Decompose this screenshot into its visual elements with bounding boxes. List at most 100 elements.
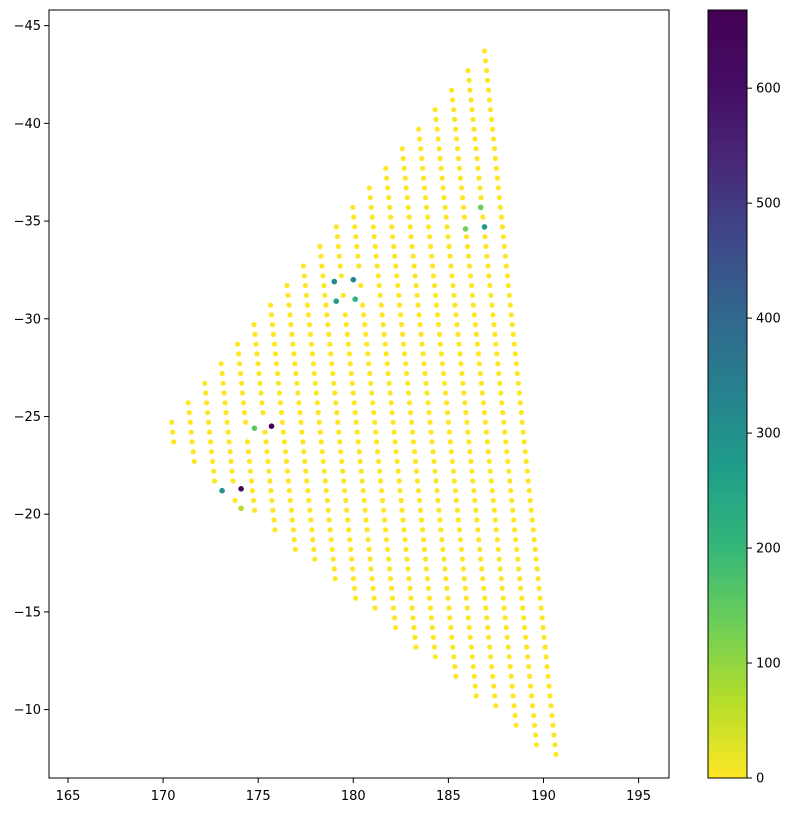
- scatter-point: [466, 624, 472, 631]
- scatter-point: [507, 478, 513, 484]
- scatter-point: [467, 273, 474, 279]
- scatter-point: [512, 712, 518, 719]
- scatter-point: [377, 292, 383, 298]
- scatter-point: [230, 478, 236, 484]
- scatter-point: [368, 204, 374, 210]
- scatter-point: [541, 634, 547, 640]
- scatter-point: [539, 615, 545, 621]
- scatter-point: [510, 507, 516, 513]
- scatter-point: [491, 507, 497, 513]
- scatter-point: [513, 722, 519, 728]
- scatter-point: [406, 576, 412, 582]
- scatter-point: [498, 214, 504, 220]
- scatter-point: [530, 703, 536, 709]
- y-tick-label: −35: [14, 215, 41, 230]
- scatter-point: [367, 370, 373, 377]
- scatter-point: [430, 634, 436, 640]
- scatter-point: [421, 361, 427, 367]
- y-tick-label: −20: [14, 508, 41, 523]
- scatter-point: [464, 605, 470, 611]
- scatter-point: [415, 302, 421, 308]
- scatter-point: [337, 439, 343, 445]
- scatter-point: [448, 449, 454, 455]
- scatter-point: [479, 390, 485, 396]
- scatter-point: [353, 234, 359, 240]
- scatter-point: [285, 478, 291, 484]
- scatter-point: [475, 165, 481, 171]
- scatter-point: [274, 370, 281, 377]
- scatter-point: [317, 243, 323, 250]
- scatter-point: [489, 488, 495, 494]
- scatter-point: [532, 546, 538, 553]
- scatter-point: [382, 517, 388, 523]
- scatter-point: [512, 527, 518, 533]
- scatter-point: [384, 361, 390, 367]
- scatter-point: [497, 380, 503, 386]
- scatter-point: [255, 361, 261, 367]
- scatter-point: [534, 566, 540, 572]
- scatter-point: [379, 312, 385, 318]
- scatter-point: [399, 322, 405, 328]
- scatter-point: [492, 331, 498, 337]
- scatter-point: [303, 468, 309, 474]
- scatter-point: [394, 458, 400, 464]
- scatter-point: [476, 361, 482, 367]
- scatter-point: [549, 712, 555, 719]
- scatter-point: [371, 410, 377, 416]
- scatter-point: [481, 585, 487, 592]
- scatter-point: [395, 468, 401, 474]
- scatter-point: [434, 126, 440, 132]
- scatter-point: [411, 624, 417, 631]
- colorbar-tick-label: 200: [756, 542, 781, 557]
- scatter-point: [367, 556, 373, 562]
- scatter-point: [413, 468, 420, 474]
- scatter-point: [451, 654, 457, 660]
- plot-background: [49, 10, 669, 778]
- scatter-point: [388, 585, 395, 592]
- scatter-point: [248, 478, 255, 484]
- scatter-point: [428, 429, 434, 435]
- scatter-point: [531, 712, 537, 719]
- scatter-point: [411, 263, 417, 269]
- scatter-point: [491, 146, 497, 152]
- scatter-point: [300, 263, 306, 269]
- scatter-point: [470, 664, 476, 670]
- scatter-point: [472, 497, 478, 504]
- scatter-point: [263, 439, 269, 445]
- scatter-point: [510, 693, 516, 699]
- scatter-point: [493, 527, 499, 533]
- scatter-point: [385, 370, 391, 377]
- scatter-point: [521, 615, 527, 621]
- scatter-point: [483, 68, 490, 74]
- scatter-point: [476, 537, 482, 543]
- scatter-point: [349, 556, 355, 562]
- x-tick-label: 175: [246, 789, 271, 804]
- scatter-point: [419, 341, 425, 347]
- scatter-point: [448, 263, 454, 269]
- scatter-point: [237, 361, 243, 367]
- x-tick-label: 190: [531, 789, 556, 804]
- scatter-point: [344, 507, 350, 513]
- scatter-point: [463, 595, 469, 601]
- scatter-point: [407, 585, 413, 592]
- scatter-point: [501, 243, 507, 250]
- scatter-point: [417, 507, 424, 513]
- scatter-point: [470, 116, 476, 122]
- scatter-point: [520, 605, 526, 611]
- scatter-point: [508, 312, 514, 318]
- scatter-point: [364, 527, 370, 533]
- scatter-point: [478, 380, 484, 386]
- scatter-point: [486, 97, 493, 103]
- scatter-point: [284, 282, 290, 289]
- scatter-point: [307, 331, 313, 337]
- scatter-point: [402, 175, 408, 181]
- scatter-point: [211, 468, 217, 474]
- scatter-point: [259, 400, 265, 406]
- scatter-point: [357, 458, 363, 464]
- scatter-point: [329, 546, 335, 553]
- scatter-point: [445, 595, 451, 601]
- scatter-point: [381, 331, 387, 337]
- scatter-point: [378, 302, 384, 308]
- scatter-point: [232, 497, 238, 504]
- scatter-point: [475, 527, 481, 533]
